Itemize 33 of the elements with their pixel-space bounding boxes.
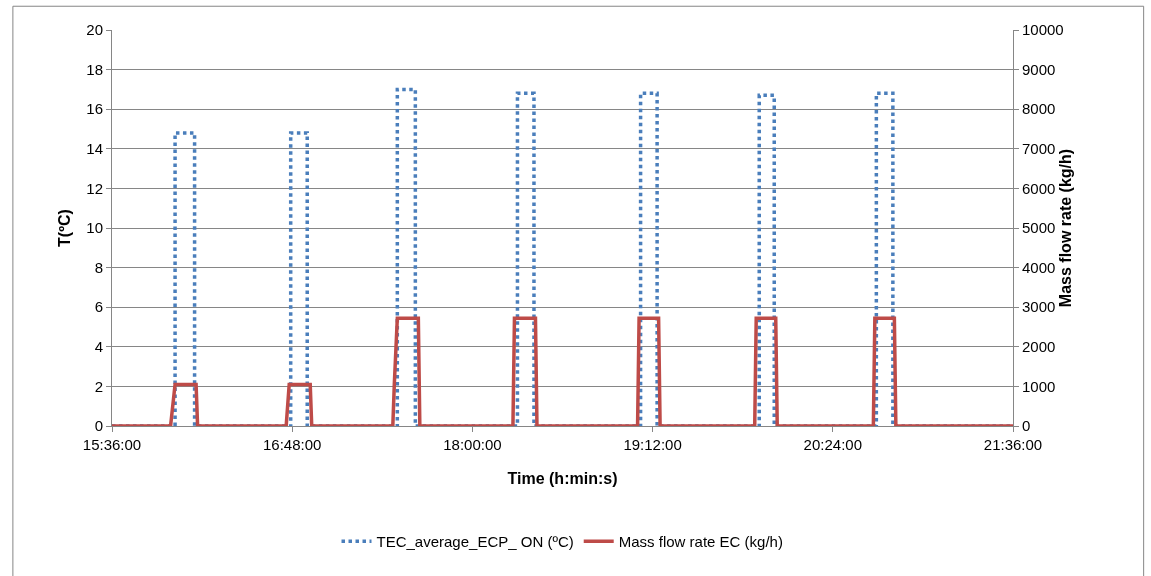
- y-tick-label: 0: [94, 417, 103, 435]
- x-tick-label: 20:24:00: [803, 436, 862, 453]
- y-tick-label: 4: [94, 338, 103, 356]
- x-tick-label: 19:12:00: [623, 436, 682, 453]
- x-tick-label: 16:48:00: [263, 436, 322, 453]
- y2-tick-label: 4000: [1022, 258, 1056, 276]
- x-axis-title: Time (h:min:s): [507, 470, 618, 487]
- x-tick-label: 21:36:00: [983, 436, 1043, 453]
- y-tick-label: 6: [94, 298, 103, 316]
- y-tick-label: 2: [94, 377, 103, 395]
- x-tick-label: 15:36:00: [82, 436, 142, 453]
- y2-tick-label: 9000: [1022, 60, 1056, 78]
- y2-tick-label: 3000: [1022, 298, 1056, 316]
- y2-tick-label: 2000: [1022, 338, 1056, 356]
- x-tick-label: 18:00:00: [443, 436, 502, 453]
- y-tick-label: 16: [86, 100, 103, 118]
- y2-tick-label: 0: [1022, 417, 1031, 435]
- y2-tick-label: 6000: [1022, 179, 1056, 197]
- y-tick-label: 20: [86, 21, 103, 39]
- y2-axis-title: Mass flow rate (kg/h): [1057, 148, 1075, 308]
- y-tick-label: 8: [94, 258, 103, 276]
- y2-tick-label: 7000: [1022, 140, 1056, 158]
- y2-tick-label: 5000: [1022, 219, 1056, 237]
- y-tick-label: 18: [86, 60, 103, 78]
- y-tick-label: 10: [86, 219, 103, 237]
- y2-tick-label: 10000: [1022, 21, 1064, 39]
- legend-label: TEC_average_ECP_ ON (ºC): [376, 533, 574, 551]
- y2-tick-label: 8000: [1022, 100, 1056, 118]
- y-tick-label: 12: [86, 179, 103, 197]
- y2-tick-label: 1000: [1022, 377, 1056, 395]
- legend-label: Mass flow rate EC (kg/h): [618, 533, 783, 551]
- y-axis-title: T(ºC): [56, 209, 73, 247]
- y-tick-label: 14: [86, 140, 103, 158]
